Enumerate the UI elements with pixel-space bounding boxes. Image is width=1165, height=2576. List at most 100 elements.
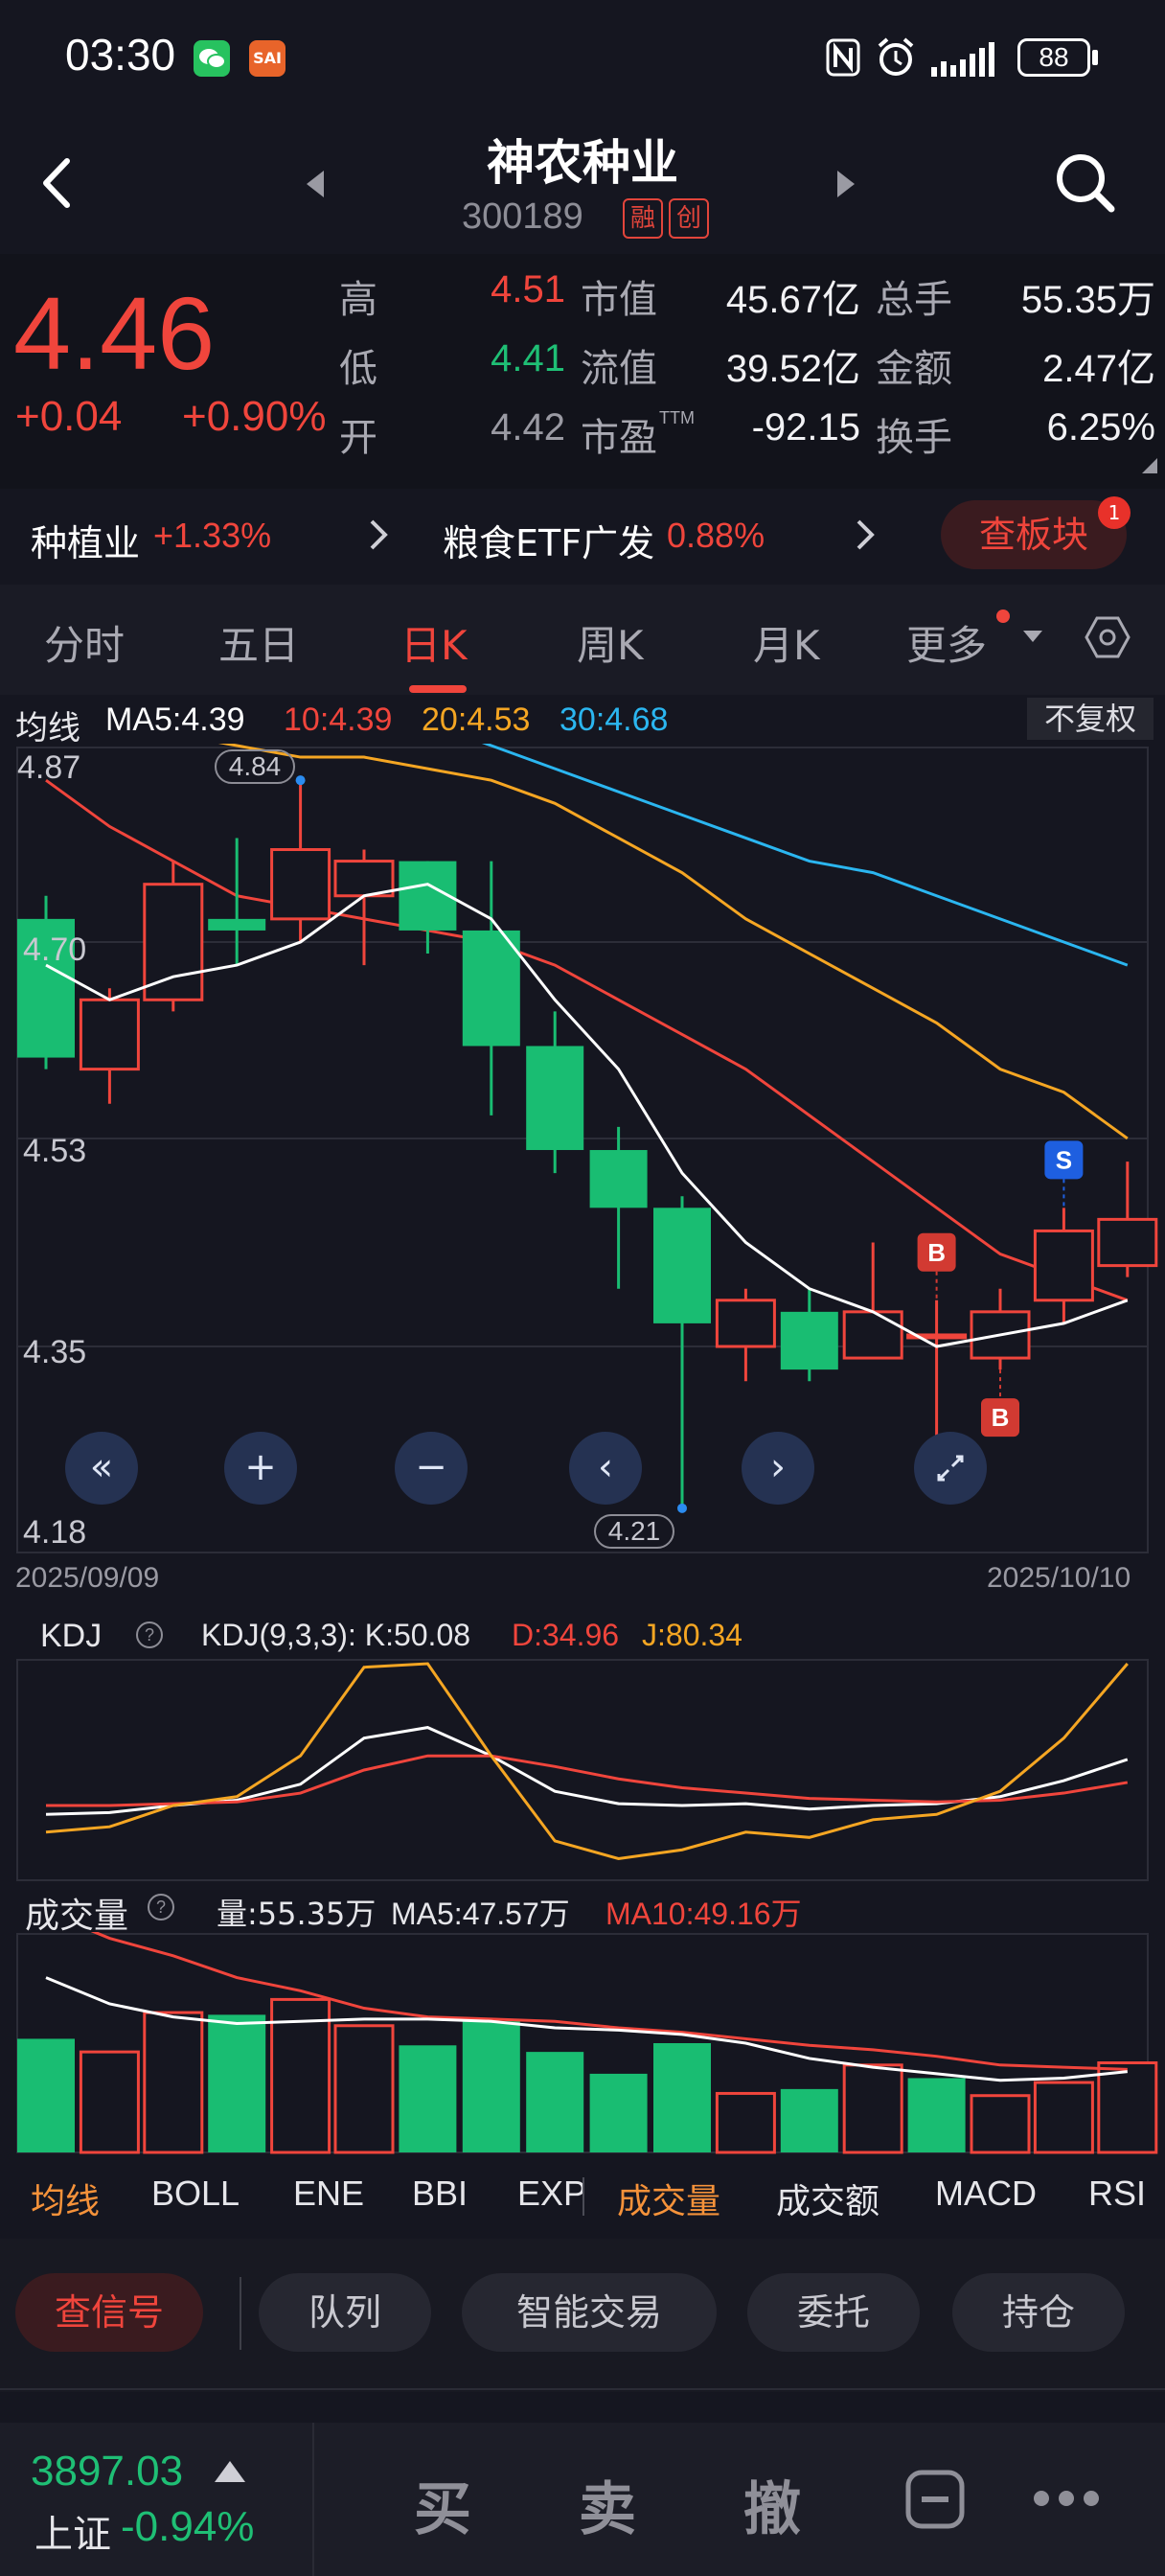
candle-body	[526, 1046, 584, 1151]
battery-indicator: 88	[1017, 38, 1090, 77]
signal-badge	[917, 1232, 956, 1272]
volume-ma5-line	[45, 1976, 1128, 2082]
adjust-mode-button[interactable]: 不复权	[1027, 698, 1154, 740]
settings-hex-icon[interactable]	[1085, 615, 1131, 663]
stock-name: 神农种业	[487, 135, 678, 191]
back-arrow-icon[interactable]	[38, 155, 77, 215]
margin-tag: 融	[623, 198, 663, 239]
volume-help-icon[interactable]: ?	[146, 1892, 176, 1926]
fullscreen-button[interactable]	[914, 1432, 987, 1505]
cancel-order-button[interactable]: 撤	[743, 2476, 801, 2543]
candle-body	[715, 1299, 776, 1348]
sell-button[interactable]: 卖	[579, 2476, 636, 2543]
candle-body	[780, 1311, 838, 1370]
candle-body	[17, 918, 75, 1058]
more-options-icon[interactable]	[1031, 2488, 1102, 2513]
kdj-chart[interactable]	[0, 1658, 1165, 1884]
zoom-in-button[interactable]: +	[224, 1432, 297, 1505]
prev-stock-icon[interactable]	[305, 169, 328, 203]
ma5-legend: MA5:4.39	[105, 702, 245, 738]
buy-button[interactable]: 买	[414, 2476, 471, 2543]
price-change: +0.04	[15, 393, 123, 440]
signal-badge	[1044, 1140, 1084, 1180]
tab-monthly-k[interactable]: 月K	[753, 622, 820, 669]
index-value[interactable]: 3897.03	[31, 2448, 184, 2495]
scroll-right-button[interactable]: ›	[742, 1432, 814, 1505]
candle-body	[462, 930, 520, 1046]
indicator-boll[interactable]: BOLL	[151, 2174, 240, 2213]
queue-button[interactable]: 队列	[259, 2273, 431, 2352]
high-value: 4.51	[491, 268, 565, 310]
tab-daily-k[interactable]: 日K	[400, 622, 468, 669]
volume-chart[interactable]	[0, 1932, 1165, 2156]
signal-label: B	[992, 1403, 1010, 1432]
candle-body	[1097, 1217, 1158, 1268]
open-value: 4.42	[491, 406, 565, 448]
tab-weekly-k[interactable]: 周K	[577, 622, 644, 669]
ma10-legend: 10:4.39	[284, 702, 393, 738]
volume-bar	[1033, 2081, 1094, 2154]
float-label: 流值	[581, 347, 657, 391]
candle-body	[653, 1208, 711, 1323]
volume-title[interactable]: 成交量	[25, 1897, 129, 1936]
ma30-legend: 30:4.68	[560, 702, 669, 738]
svg-text:?: ?	[156, 1898, 166, 1917]
indicator-amount[interactable]: 成交额	[776, 2181, 880, 2220]
indicator-ma[interactable]: 均线	[31, 2181, 101, 2220]
zoom-out-button[interactable]: −	[395, 1432, 468, 1505]
kdj-j-legend: J:80.34	[642, 1618, 742, 1652]
indicator-volume[interactable]: 成交量	[617, 2181, 721, 2220]
volume-bar	[653, 2043, 711, 2152]
signal-label: S	[1056, 1145, 1072, 1174]
dropdown-icon[interactable]	[1021, 629, 1044, 648]
kdj-d-line	[46, 1754, 1129, 1807]
indicator-divider	[582, 2177, 584, 2216]
orders-button[interactable]: 委托	[747, 2273, 920, 2352]
scroll-left-button[interactable]: ‹	[569, 1432, 642, 1505]
candle-body	[270, 848, 331, 921]
tab-more[interactable]: 更多	[906, 622, 988, 669]
active-tab-indicator	[409, 685, 467, 693]
next-stock-icon[interactable]	[834, 169, 857, 203]
volume-bar	[842, 2063, 903, 2154]
etf-name[interactable]: 粮食ETF广发	[443, 522, 655, 564]
sector-name[interactable]: 种植业	[31, 522, 141, 564]
kdj-header	[15, 1612, 1165, 1660]
ma20-legend: 20:4.53	[422, 702, 531, 738]
turnover-value: 6.25%	[1046, 406, 1155, 448]
indicator-ene[interactable]: ENE	[293, 2174, 365, 2213]
last-price: 4.46	[13, 275, 216, 391]
index-name: 上证	[34, 2513, 111, 2557]
y-tick-label: 4.18	[23, 1514, 87, 1551]
rewind-button[interactable]: «	[65, 1432, 138, 1505]
volume-bar	[1097, 2061, 1158, 2154]
tab-intraday[interactable]: 分时	[44, 622, 126, 669]
indicator-rsi[interactable]: RSI	[1088, 2174, 1147, 2213]
positions-button[interactable]: 持仓	[952, 2273, 1125, 2352]
turnover-label: 换手	[876, 416, 952, 460]
expand-corner-icon[interactable]	[1142, 458, 1157, 477]
signal-label: B	[927, 1238, 946, 1267]
index-pct: -0.94%	[121, 2503, 255, 2550]
indicator-bbi[interactable]: BBI	[412, 2174, 468, 2213]
minimize-icon[interactable]	[904, 2469, 966, 2534]
sector-chevron-icon[interactable]	[368, 518, 391, 556]
volume-bar	[17, 2038, 75, 2152]
tab-five-day[interactable]: 五日	[218, 622, 300, 669]
volume-bar	[970, 2094, 1031, 2154]
search-icon[interactable]	[1054, 151, 1117, 218]
etf-pct: 0.88%	[667, 516, 765, 555]
indicator-exp[interactable]: EXP	[517, 2174, 582, 2213]
wechat-icon	[194, 40, 230, 77]
pe-value: -92.15	[751, 406, 860, 448]
indicator-macd[interactable]: MACD	[935, 2174, 1037, 2213]
ma30-line	[481, 744, 1129, 967]
kdj-help-icon[interactable]: ?	[134, 1620, 165, 1654]
smart-trade-button[interactable]: 智能交易	[462, 2273, 717, 2352]
more-dot	[996, 610, 1010, 623]
kdj-title[interactable]: KDJ	[40, 1618, 103, 1654]
etf-chevron-icon[interactable]	[855, 518, 878, 556]
check-sector-button[interactable]: 查板块	[941, 500, 1127, 569]
check-signal-button[interactable]: 查信号	[15, 2273, 203, 2352]
candlestick-chart[interactable]: B B S	[0, 744, 1165, 1606]
